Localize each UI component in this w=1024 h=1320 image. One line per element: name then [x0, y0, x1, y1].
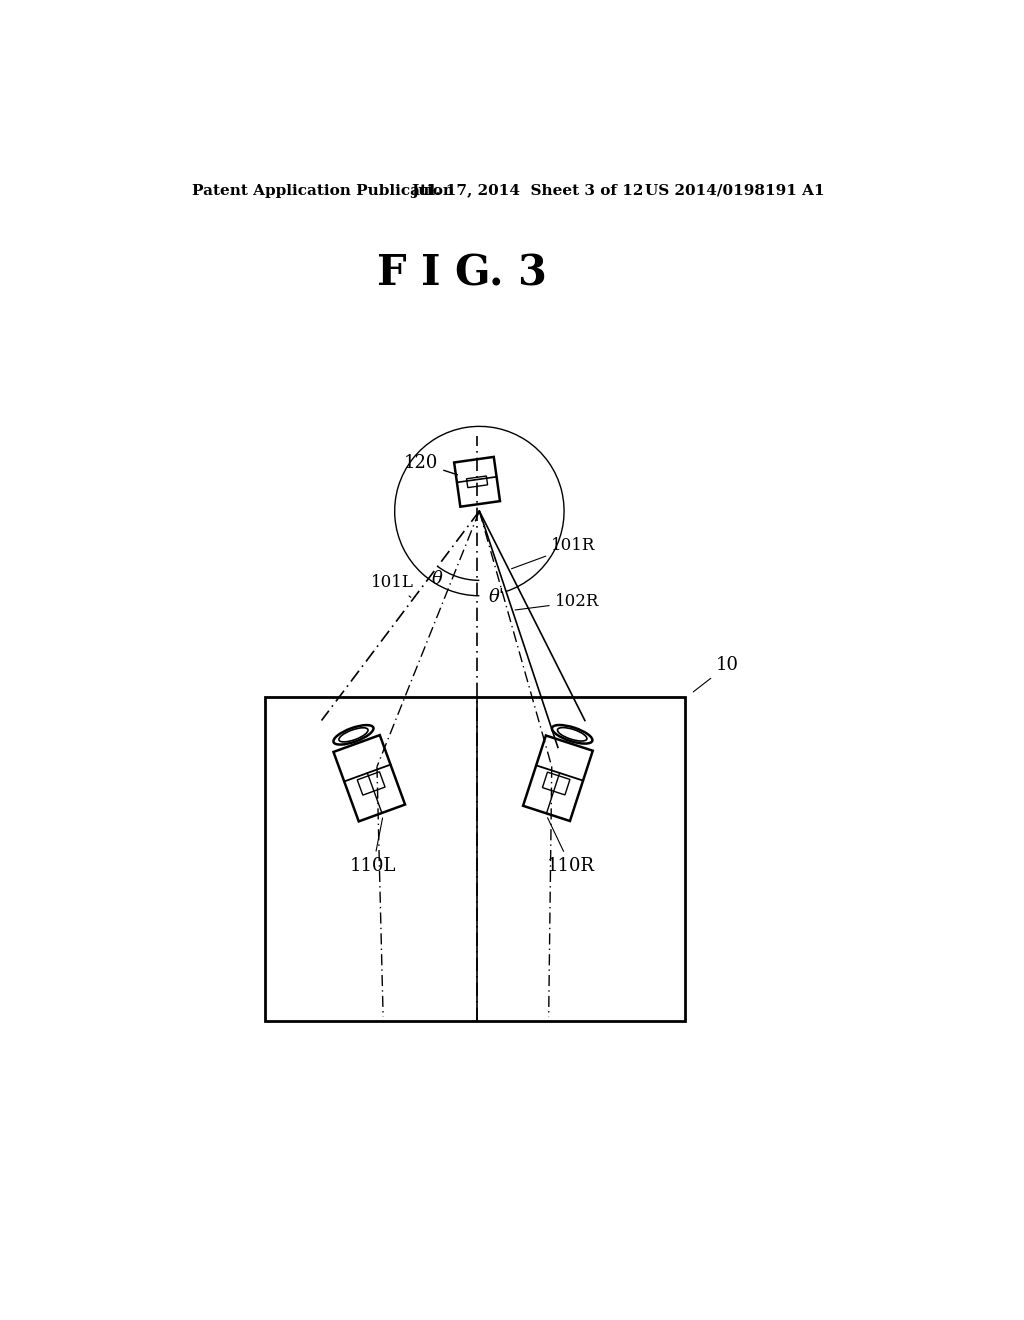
Text: 120: 120 — [403, 454, 458, 475]
Text: θ: θ — [432, 570, 442, 589]
Bar — [265, 697, 685, 1020]
Text: US 2014/0198191 A1: US 2014/0198191 A1 — [645, 183, 824, 198]
Text: 110R: 110R — [547, 817, 594, 875]
Text: 101L: 101L — [371, 574, 414, 598]
Text: θ': θ' — [488, 587, 505, 606]
Text: F I G. 3: F I G. 3 — [377, 253, 547, 294]
Text: 10: 10 — [693, 656, 738, 692]
Text: 101R: 101R — [512, 537, 596, 569]
Text: Patent Application Publication: Patent Application Publication — [193, 183, 455, 198]
Text: 102R: 102R — [515, 594, 599, 610]
Text: Jul. 17, 2014  Sheet 3 of 12: Jul. 17, 2014 Sheet 3 of 12 — [412, 183, 644, 198]
Text: 110L: 110L — [350, 818, 396, 875]
